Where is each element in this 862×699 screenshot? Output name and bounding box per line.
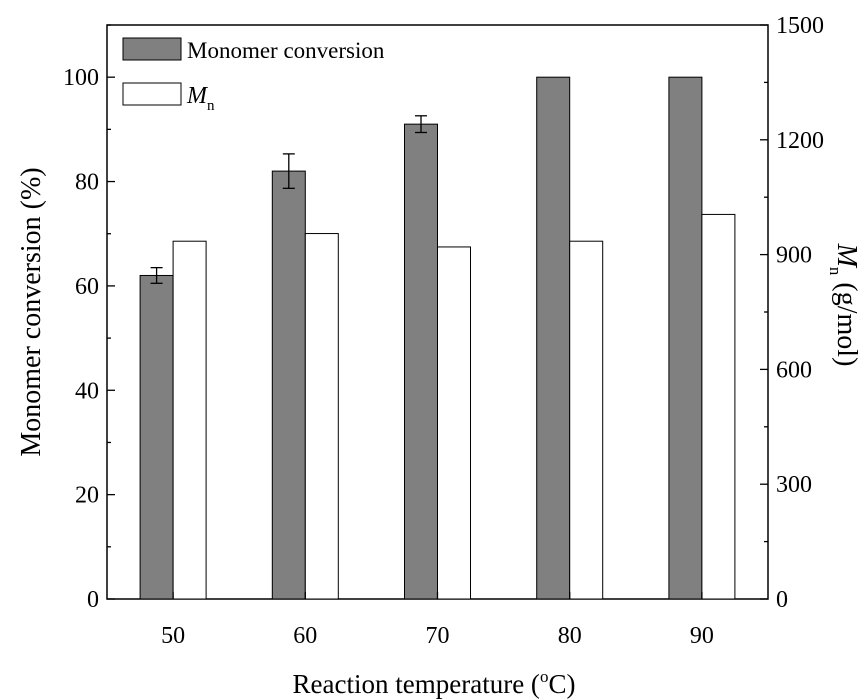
x-tick-label: 50 <box>161 623 185 649</box>
y-right-tick-label: 0 <box>776 587 788 613</box>
y-right-tick-label: 600 <box>776 357 812 383</box>
legend-swatch-mn <box>122 82 182 106</box>
y-axis-left-title: Monomer conversion (%) <box>16 167 47 456</box>
legend-mn-sub: n <box>207 98 215 114</box>
bar-conversion <box>404 123 438 600</box>
y-axis-right-title-italic: M <box>831 243 862 269</box>
y-left-tick-label: 60 <box>75 274 99 300</box>
bars-layer <box>139 76 736 600</box>
bar-mn <box>304 233 339 600</box>
legend-swatch-conversion <box>122 37 182 61</box>
legend-label-conversion: Monomer conversion <box>187 38 385 63</box>
y-axis-right-title: Mn (g/mol) <box>826 243 862 367</box>
x-tick-label: 80 <box>558 623 582 649</box>
y-right-tick-label: 900 <box>776 243 812 269</box>
bar-mn <box>437 246 471 600</box>
x-tick-label: 60 <box>293 623 317 649</box>
bar-conversion <box>536 76 571 600</box>
bar-conversion <box>139 274 174 600</box>
x-axis-title: Reaction temperature (oC) <box>293 667 576 699</box>
bar-mn <box>172 240 207 600</box>
y-right-tick-label: 1200 <box>776 128 824 154</box>
x-tick-label: 70 <box>426 623 450 649</box>
y-left-tick-label: 0 <box>87 587 99 613</box>
x-tick-label: 90 <box>690 623 714 649</box>
x-axis-title-main: Reaction temperature ( <box>293 669 540 699</box>
y-axis-right-title-sub: n <box>826 267 845 276</box>
legend-label-mn: Mn <box>186 83 215 114</box>
y-right-tick-label: 1500 <box>776 13 824 39</box>
x-axis-title-tail: C) <box>548 669 575 699</box>
legend-mn-italic: M <box>186 83 209 109</box>
y-axis-right-title-tail: (g/mol) <box>831 275 862 366</box>
y-left-tick-label: 40 <box>75 378 99 404</box>
y-left-tick-label: 100 <box>63 65 99 91</box>
y-left-tick-label: 20 <box>75 483 99 509</box>
bar-mn <box>701 213 736 600</box>
bar-conversion <box>271 170 306 600</box>
x-axis-title-sup: o <box>540 667 549 686</box>
bar-mn <box>569 240 604 600</box>
y-right-tick-label: 300 <box>776 472 812 498</box>
legend: Monomer conversion Mn <box>122 37 385 114</box>
y-left-tick-label: 80 <box>75 170 99 196</box>
bar-conversion <box>668 76 703 600</box>
